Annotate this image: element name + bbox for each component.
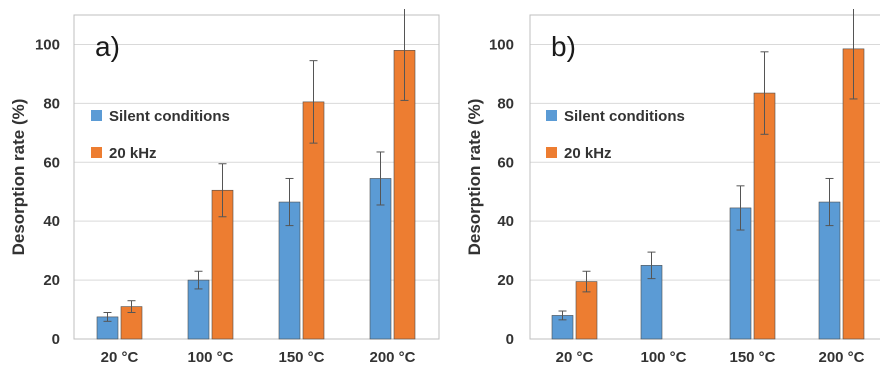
y-tick-label: 40	[497, 213, 514, 230]
bars	[551, 9, 865, 340]
y-axis-label: Desorption rate (%)	[9, 99, 28, 256]
chart-panel-b: 0 20 40 60 80 100 20 °C 100 °C 150 °C 200 °C Des…	[465, 9, 880, 366]
plot-frame	[529, 14, 880, 340]
legend: Silent conditions 20 kHz	[546, 108, 685, 162]
y-tick-label: 100	[35, 36, 60, 53]
x-tick-label: 20 °C	[101, 349, 139, 366]
x-tick-label: 150 °C	[278, 349, 324, 366]
chart-panel-a: 0 20 40 60 80 100 20 °C 100 °C 150 °C 200 °C Des…	[9, 9, 440, 366]
y-tick-label: 100	[489, 36, 514, 53]
legend-label-silent: Silent conditions	[109, 108, 230, 125]
y-tick-label: 40	[43, 213, 60, 230]
bars	[96, 9, 416, 340]
x-tick-labels: 20 °C 100 °C 150 °C 200 °C	[556, 349, 865, 366]
y-tick-labels: 0 20 40 60 80 100	[35, 36, 60, 348]
legend-label-20khz: 20 kHz	[564, 145, 612, 162]
panel-label: a)	[95, 31, 120, 62]
y-tick-label: 20	[43, 272, 60, 289]
y-tick-label: 60	[43, 154, 60, 171]
legend-label-silent: Silent conditions	[564, 108, 685, 125]
y-tick-label: 60	[497, 154, 514, 171]
legend-swatch-20khz	[546, 147, 557, 158]
y-tick-label: 20	[497, 272, 514, 289]
legend-label-20khz: 20 kHz	[109, 145, 157, 162]
x-tick-label: 100 °C	[187, 349, 233, 366]
y-tick-label: 80	[497, 95, 514, 112]
panel-label: b)	[551, 31, 576, 62]
legend-swatch-silent	[546, 110, 557, 121]
legend-swatch-silent	[91, 110, 102, 121]
y-tick-label: 0	[506, 331, 514, 348]
x-tick-label: 20 °C	[556, 349, 594, 366]
y-tick-label: 0	[52, 331, 60, 348]
x-tick-label: 100 °C	[640, 349, 686, 366]
y-tick-label: 80	[43, 95, 60, 112]
x-tick-label: 150 °C	[729, 349, 775, 366]
legend-swatch-20khz	[91, 147, 102, 158]
x-tick-label: 200 °C	[369, 349, 415, 366]
y-axis-label: Desorption rate (%)	[465, 99, 484, 256]
x-tick-labels: 20 °C 100 °C 150 °C 200 °C	[101, 349, 416, 366]
y-tick-labels: 0 20 40 60 80 100	[489, 36, 514, 348]
plot-frame	[73, 14, 440, 340]
x-tick-label: 200 °C	[818, 349, 864, 366]
legend: Silent conditions 20 kHz	[91, 108, 230, 162]
